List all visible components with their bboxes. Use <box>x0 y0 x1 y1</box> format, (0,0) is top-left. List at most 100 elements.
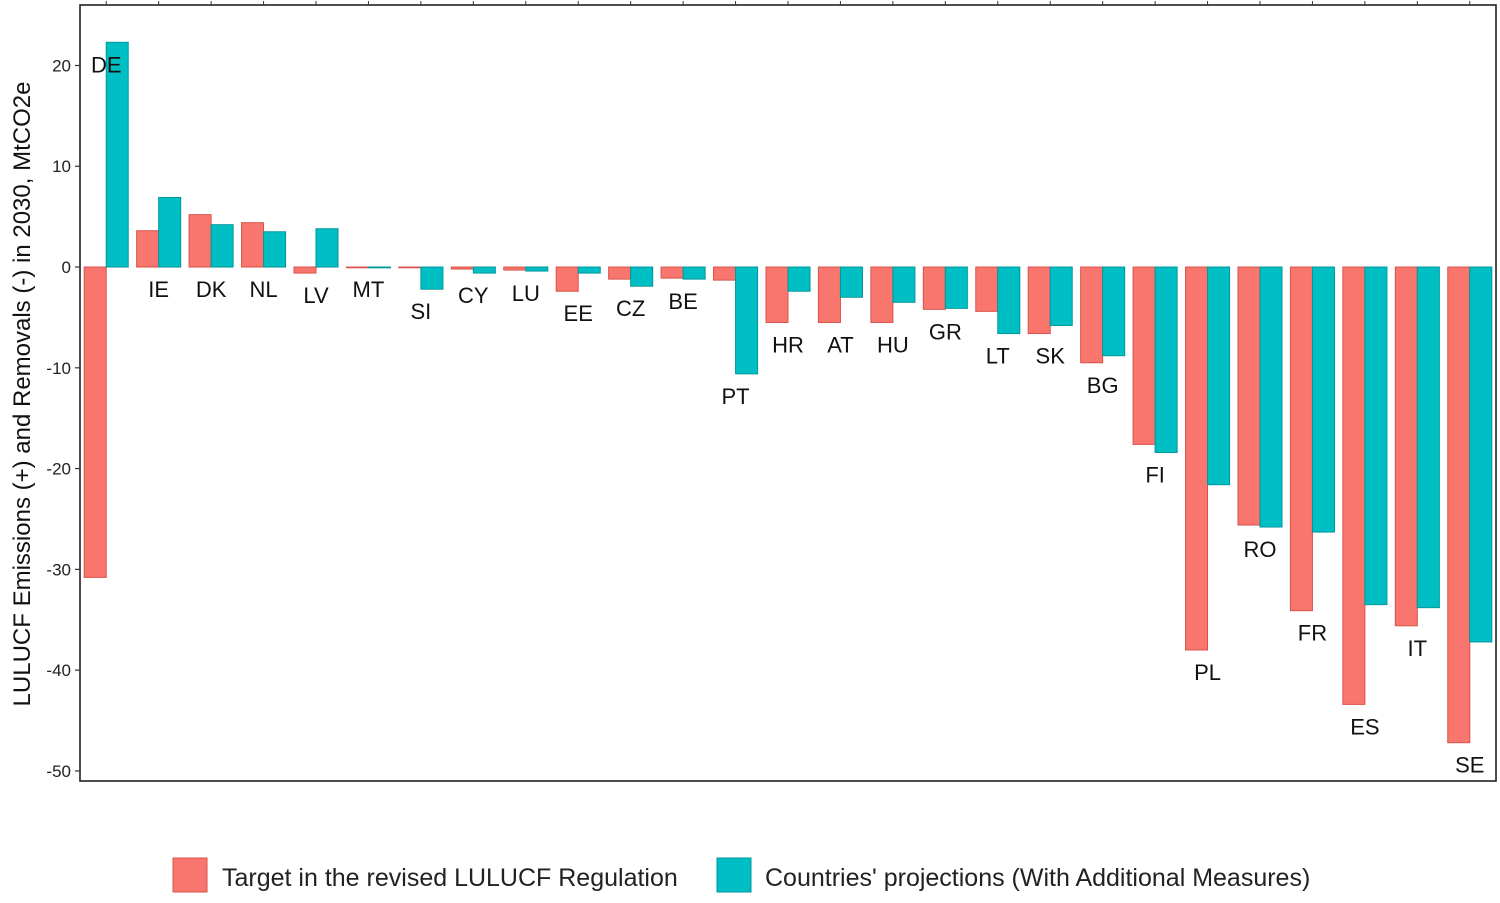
country-label-hr: HR <box>772 332 804 357</box>
country-label-se: SE <box>1455 753 1484 778</box>
country-label-bg: BG <box>1087 373 1119 398</box>
bar-target-se <box>1447 266 1471 744</box>
bar-projection-pl <box>1207 266 1231 486</box>
bar-target-ie <box>136 230 160 268</box>
bar-projection-de <box>105 41 129 268</box>
bar-target-si <box>398 266 422 269</box>
country-label-pt: PT <box>721 384 749 409</box>
bar-target-fi <box>1132 266 1156 445</box>
country-label-si: SI <box>410 299 431 324</box>
bar-projection-lv <box>315 228 339 268</box>
y-tick-label: 10 <box>52 157 71 176</box>
country-label-ie: IE <box>148 277 169 302</box>
bar-target-it <box>1394 266 1418 627</box>
y-tick-label: -40 <box>46 661 71 680</box>
bar-projection-cz <box>630 266 654 287</box>
bar-projection-ie <box>158 196 182 268</box>
bar-target-ee <box>555 266 579 292</box>
country-label-es: ES <box>1350 714 1379 739</box>
bar-projection-gr <box>944 266 968 309</box>
bar-projection-mt <box>367 266 391 269</box>
bar-projection-lt <box>997 266 1021 335</box>
plot-panel <box>79 4 1497 782</box>
y-tick-label: -20 <box>46 460 71 479</box>
bar-target-be <box>660 266 684 279</box>
bar-projection-bg <box>1102 266 1126 357</box>
bar-projection-cy <box>472 266 496 274</box>
bar-target-bg <box>1080 266 1104 364</box>
bar-target-lt <box>975 266 999 312</box>
bar-projection-se <box>1469 266 1493 643</box>
country-labels: DE IE DK NL LV MT SI CY LU EE CZ BE PT HR AT HU GR LT SK BG… <box>91 52 1485 777</box>
y-tick-label: 0 <box>62 258 71 277</box>
country-label-ro: RO <box>1244 537 1277 562</box>
legend: Target in the revised LULUCF Regulation … <box>172 857 1310 893</box>
bar-projection-ee <box>577 266 601 274</box>
country-label-fr: FR <box>1298 621 1327 646</box>
bar-target-gr <box>922 266 946 310</box>
bar-target-nl <box>241 222 265 268</box>
y-tick-label: 20 <box>52 56 71 75</box>
bar-target-mt <box>345 266 369 269</box>
bar-projection-fr <box>1311 266 1335 533</box>
country-label-lu: LU <box>512 281 540 306</box>
bar-projection-si <box>420 266 444 290</box>
country-label-it: IT <box>1408 636 1428 661</box>
country-label-ee: EE <box>564 301 593 326</box>
y-tick-label: -50 <box>46 762 71 781</box>
bar-projection-sk <box>1049 266 1073 326</box>
country-label-nl: NL <box>249 277 277 302</box>
country-label-pl: PL <box>1194 660 1221 685</box>
bar-projection-nl <box>263 231 287 268</box>
bar-target-pl <box>1185 266 1209 651</box>
bar-projection-ro <box>1259 266 1283 528</box>
legend-key-projections <box>716 857 752 893</box>
bar-projection-at <box>839 266 863 298</box>
bar-target-cy <box>450 266 474 270</box>
bar-projection-fi <box>1154 266 1178 453</box>
country-label-at: AT <box>827 332 853 357</box>
bar-target-hu <box>870 266 894 323</box>
bar-target-lv <box>293 266 317 274</box>
legend-label-target: Target in the revised LULUCF Regulation <box>222 864 678 892</box>
country-label-dk: DK <box>196 277 227 302</box>
y-axis: 20 10 0 -10 -20 -30 -40 -50 <box>46 1 1471 781</box>
bar-target-dk <box>188 214 212 268</box>
legend-key-target <box>172 857 208 893</box>
bar-target-es <box>1342 266 1366 705</box>
bars <box>83 41 1493 744</box>
bar-target-fr <box>1289 266 1313 612</box>
country-label-sk: SK <box>1036 344 1066 369</box>
bar-projection-lu <box>525 266 549 272</box>
country-label-lt: LT <box>986 344 1010 369</box>
bar-target-cz <box>608 266 632 280</box>
bar-projection-be <box>682 266 706 280</box>
bar-target-lu <box>503 266 527 271</box>
bar-projection-hr <box>787 266 811 292</box>
bar-target-de <box>83 266 107 578</box>
y-axis-title: LULUCF Emissions (+) and Removals (-) in… <box>9 82 36 707</box>
country-label-cz: CZ <box>616 296 645 321</box>
bar-projection-pt <box>735 266 759 375</box>
bar-target-at <box>817 266 841 323</box>
legend-label-projections: Countries' projections (With Additional … <box>765 864 1310 892</box>
country-label-fi: FI <box>1145 462 1165 487</box>
country-label-gr: GR <box>929 319 962 344</box>
y-tick-label: -30 <box>46 560 71 579</box>
bar-target-hr <box>765 266 789 323</box>
country-label-lv: LV <box>303 283 329 308</box>
bar-target-pt <box>713 266 737 281</box>
bar-projection-dk <box>210 224 234 268</box>
y-tick-label: -10 <box>46 359 71 378</box>
bar-projection-it <box>1416 266 1440 609</box>
bar-target-sk <box>1027 266 1051 335</box>
country-label-de: DE <box>91 52 122 77</box>
bar-projection-es <box>1364 266 1388 606</box>
bar-target-ro <box>1237 266 1261 526</box>
country-label-cy: CY <box>458 283 489 308</box>
country-label-hu: HU <box>877 332 909 357</box>
bar-projection-hu <box>892 266 916 303</box>
country-label-be: BE <box>668 289 697 314</box>
